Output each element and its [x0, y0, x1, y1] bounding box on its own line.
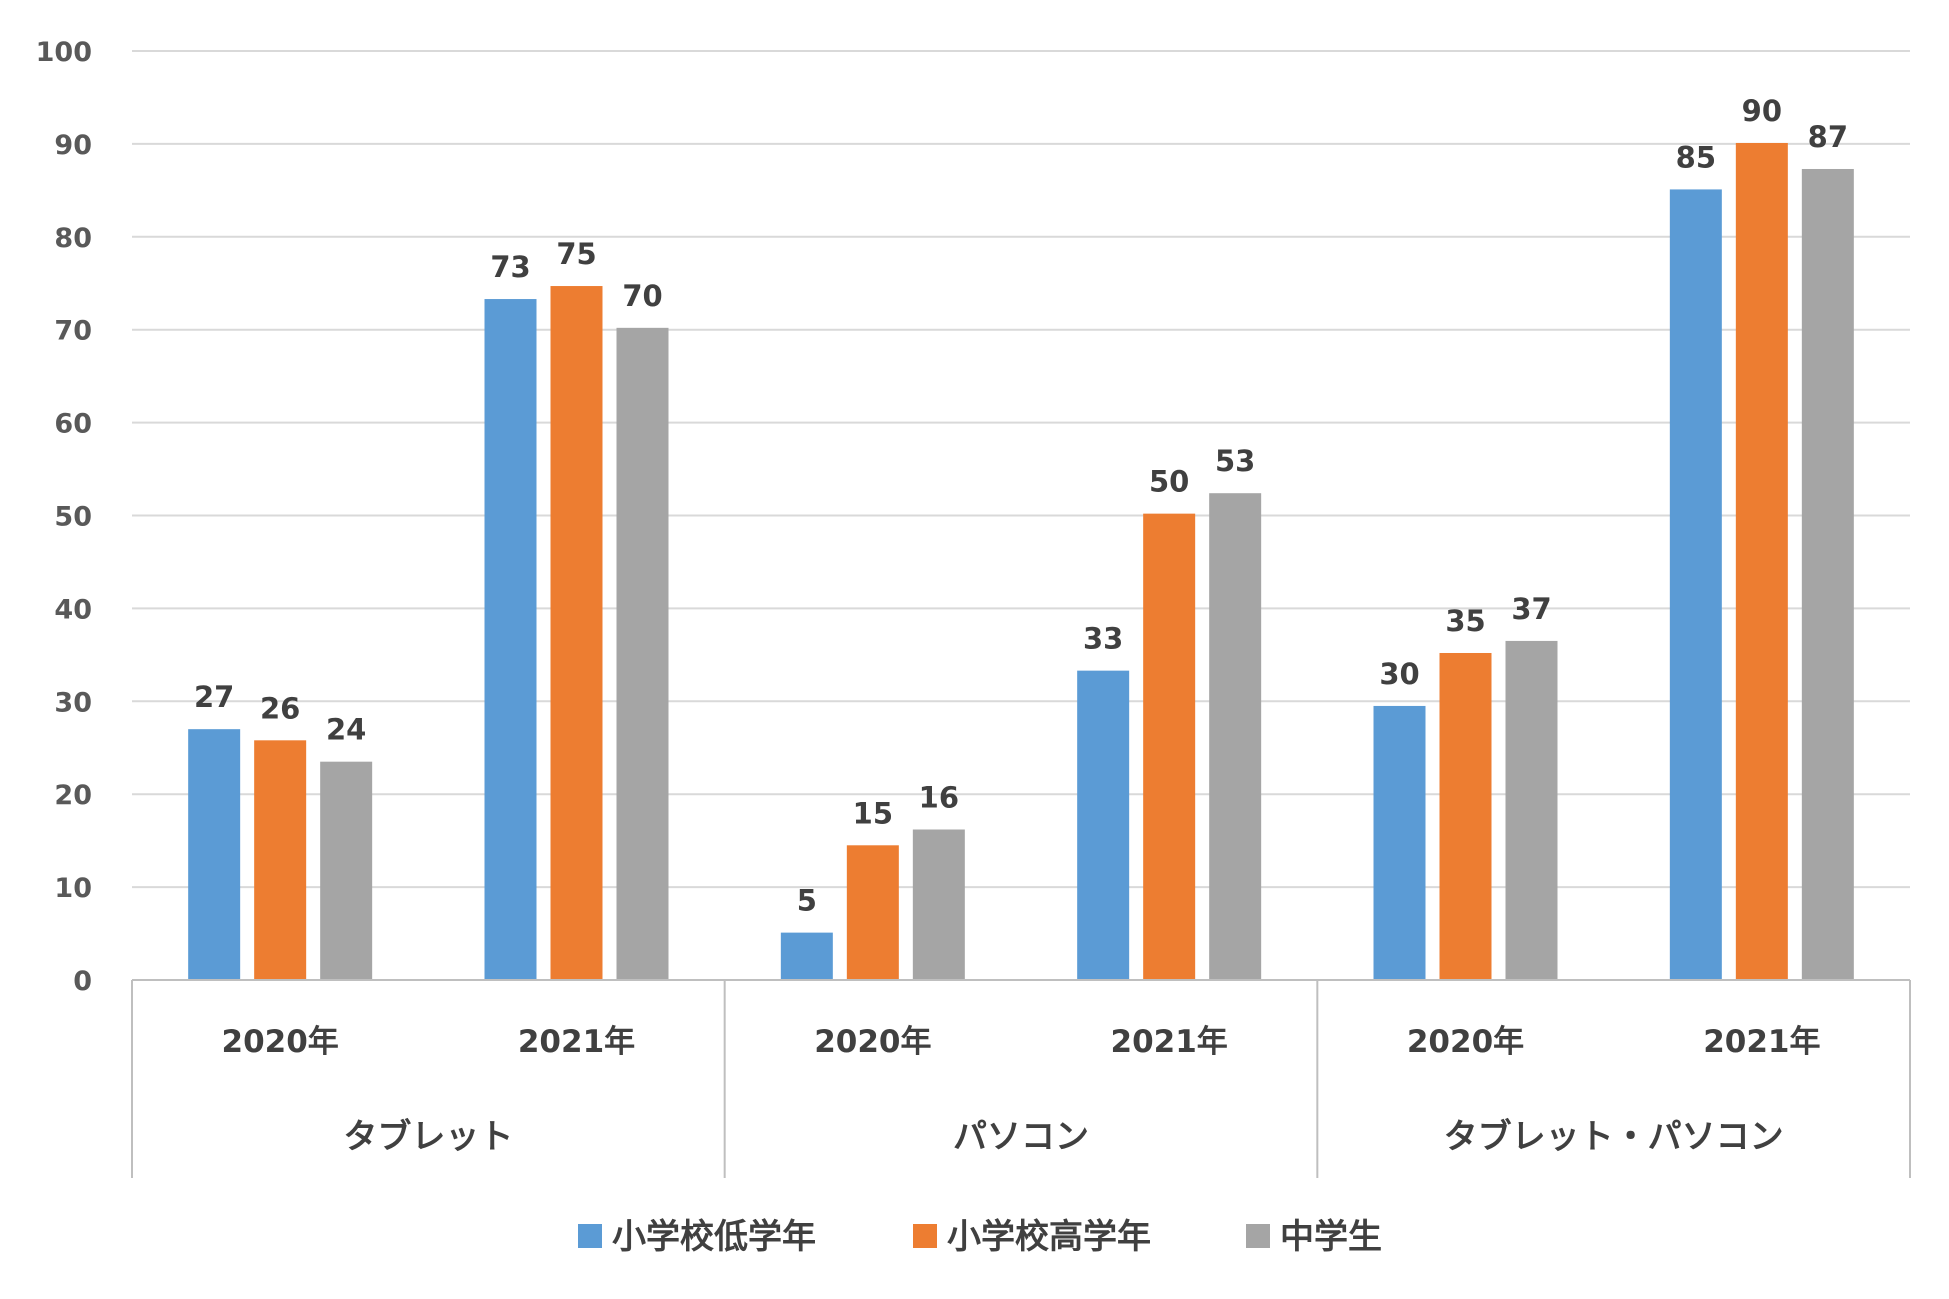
gridlines: [132, 50, 1910, 889]
data-label: 90: [1742, 94, 1782, 128]
bar: [1669, 189, 1722, 980]
y-tick-label: 80: [54, 223, 92, 254]
x-tick-label: 2020年: [1407, 1024, 1524, 1060]
y-tick-label: 50: [54, 502, 92, 533]
data-label: 37: [1511, 592, 1551, 626]
bar: [484, 299, 537, 981]
legend-label: 中学生: [1280, 1217, 1382, 1257]
y-tick-label: 0: [73, 966, 92, 997]
bar: [1209, 493, 1262, 980]
y-tick-label: 70: [54, 316, 92, 347]
data-label: 15: [853, 796, 893, 830]
data-label: 87: [1808, 120, 1848, 154]
data-label: 73: [490, 250, 530, 284]
data-label: 75: [556, 237, 596, 271]
y-tick-label: 60: [54, 409, 92, 440]
legend: 小学校低学年 小学校高学年 中学生: [578, 1217, 1382, 1257]
data-label: 33: [1083, 622, 1123, 656]
bar: [1077, 670, 1130, 980]
bar: [254, 740, 307, 980]
bar: [1505, 640, 1558, 980]
x-tick-label: 2020年: [222, 1024, 339, 1060]
data-label: 85: [1676, 140, 1716, 174]
bar: [780, 932, 833, 980]
y-tick-label: 30: [54, 687, 92, 718]
group-label: タブレット: [343, 1117, 513, 1157]
legend-swatch: [913, 1224, 937, 1248]
group-label: パソコン: [953, 1117, 1089, 1157]
data-label: 30: [1379, 657, 1419, 691]
axes: 0 10 20 30 40 50 60 70 80 90 100 2020年 2021年 2020年 202…: [36, 37, 1911, 1178]
bar: [550, 286, 603, 980]
bars: [188, 142, 1854, 981]
data-label: 70: [622, 279, 662, 313]
data-label: 53: [1215, 444, 1255, 478]
x-tick-label: 2021年: [518, 1024, 635, 1060]
bar: [912, 829, 965, 980]
y-tick-label: 40: [54, 594, 92, 625]
data-label: 24: [326, 713, 366, 747]
bar: [1439, 652, 1492, 980]
x-tick-label: 2020年: [814, 1024, 931, 1060]
data-label: 50: [1149, 465, 1189, 499]
data-label: 26: [260, 691, 300, 725]
data-label: 35: [1445, 604, 1485, 638]
y-tick-label: 10: [54, 873, 92, 904]
bar: [1143, 513, 1196, 980]
bar: [846, 845, 899, 980]
bar: [188, 729, 241, 980]
y-tick-label: 20: [54, 780, 92, 811]
y-tick-label: 90: [54, 130, 92, 161]
bar: [1735, 142, 1788, 980]
legend-swatch: [578, 1224, 602, 1248]
legend-label: 小学校低学年: [612, 1217, 816, 1257]
data-label: 5: [797, 884, 817, 918]
legend-swatch: [1246, 1224, 1270, 1248]
bar: [320, 761, 373, 980]
legend-label: 小学校高学年: [947, 1217, 1151, 1257]
group-label: タブレット・パソコン: [1444, 1117, 1784, 1157]
bar: [1801, 168, 1854, 980]
data-label: 27: [194, 680, 234, 714]
bar: [616, 327, 669, 980]
data-labels: 27 26 24 73 75 70 5 15 16 33 50 53 30 35 37 85 90 87: [194, 94, 1848, 918]
x-tick-label: 2021年: [1111, 1024, 1228, 1060]
bar: [1373, 705, 1426, 980]
data-label: 16: [919, 781, 959, 815]
y-tick-label: 100: [36, 37, 92, 68]
x-tick-label: 2021年: [1703, 1024, 1820, 1060]
